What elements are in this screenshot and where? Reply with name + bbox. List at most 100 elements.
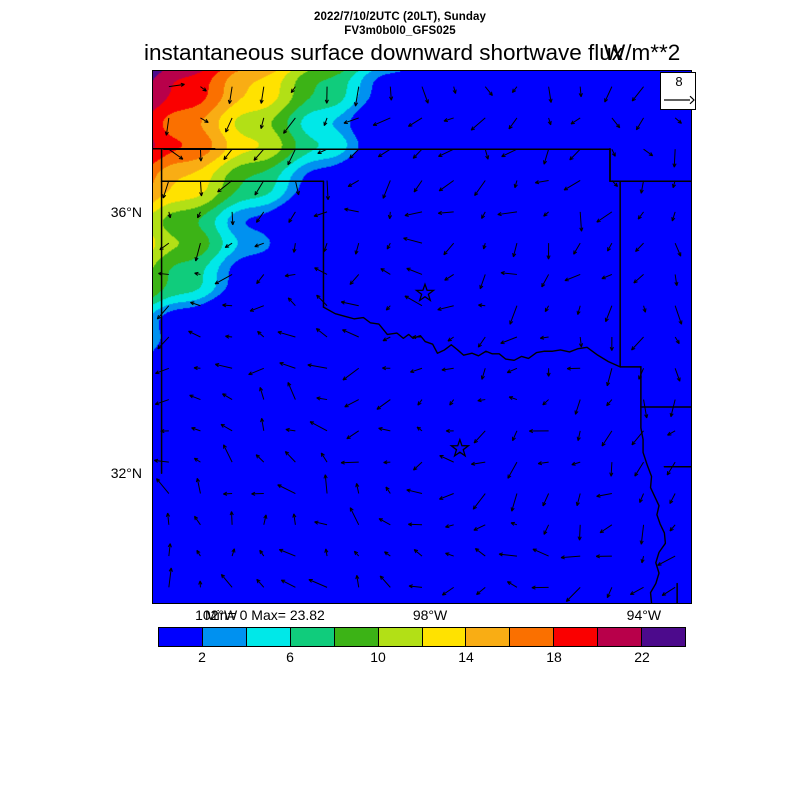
wind-vector-arrow-icon <box>437 210 454 216</box>
wind-vector-arrow-icon <box>674 368 681 382</box>
wind-vector-arrow-icon <box>574 399 581 415</box>
wind-vector-arrow-icon <box>674 336 680 345</box>
wind-vector-arrow-icon <box>277 484 296 494</box>
wind-vector-arrow-icon <box>544 305 550 313</box>
wind-vector-arrow-icon <box>384 551 391 557</box>
wind-vector-arrow-icon <box>292 513 297 525</box>
wind-vector-arrow-icon <box>674 305 683 325</box>
wind-vector-arrow-icon <box>500 270 517 276</box>
wind-vector-arrow-icon <box>284 451 296 463</box>
wind-vector-arrow-icon <box>222 303 233 308</box>
wind-vector-arrow-icon <box>325 180 331 201</box>
wind-vector-arrow-icon <box>214 363 233 369</box>
wind-vector-arrow-icon <box>260 417 265 431</box>
wind-vector-arrow-icon <box>546 243 551 260</box>
wind-vector-arrow-icon <box>643 148 654 157</box>
wind-vector-arrow-icon <box>278 548 296 557</box>
colorbar-tick-label: 2 <box>198 649 206 665</box>
wind-vector-arrow-icon <box>199 180 204 197</box>
wind-vector-arrow-icon <box>506 581 518 588</box>
colorbar-segment <box>510 628 555 646</box>
wind-vector-arrow-icon <box>416 426 423 432</box>
wind-vector-arrow-icon <box>634 461 644 477</box>
wind-vector-arrow-icon <box>473 430 486 444</box>
wind-vector-arrow-icon <box>643 399 649 419</box>
wind-vector-arrow-icon <box>671 211 676 222</box>
wind-vector-arrow-icon <box>478 303 486 308</box>
wind-vector-arrow-icon <box>292 243 297 253</box>
wind-vector-arrow-icon <box>340 300 359 307</box>
wind-vector-arrow-icon <box>410 367 423 374</box>
wind-vector-arrow-icon <box>280 579 296 588</box>
wind-vector-arrow-icon <box>156 305 170 320</box>
wind-vector-arrow-icon <box>309 421 328 432</box>
wind-vector-arrow-icon <box>377 148 391 158</box>
wind-vector-arrow-icon <box>191 426 201 432</box>
wind-vector-arrow-icon <box>408 522 423 527</box>
wind-vector-arrow-icon <box>294 180 300 196</box>
wind-vector-arrow-icon <box>197 211 201 219</box>
wind-vector-arrow-icon <box>441 586 454 596</box>
colorbar-segment <box>159 628 203 646</box>
wind-vector-arrow-icon <box>449 399 455 406</box>
wind-vector-arrow-icon <box>378 426 391 432</box>
wind-vector-arrow-icon <box>635 242 644 252</box>
wind-vector-arrow-icon <box>470 461 486 466</box>
wind-vector-arrow-icon <box>476 586 486 596</box>
wind-vector-arrow-icon <box>509 305 518 325</box>
wind-vector-arrow-icon <box>510 493 518 512</box>
wind-vector-arrow-icon <box>657 555 676 566</box>
wind-vector-arrow-icon <box>606 399 613 407</box>
wind-vector-arrow-icon <box>372 117 391 126</box>
wind-vector-arrow-icon <box>382 366 391 371</box>
wind-vector-arrow-icon <box>576 305 581 315</box>
wind-vector-arrow-icon <box>674 117 682 124</box>
wind-vector-arrow-icon <box>508 117 518 130</box>
wind-vector-arrow-icon <box>404 211 423 217</box>
wind-vector-arrow-icon <box>255 211 265 223</box>
wind-vector-arrow-icon <box>640 555 645 564</box>
wind-vector-arrow-icon <box>669 493 676 505</box>
wind-vector-arrow-icon <box>609 336 614 351</box>
wind-vector-arrow-icon <box>667 430 676 436</box>
wind-vector-arrow-icon <box>447 336 454 342</box>
wind-vector-arrow-icon <box>251 491 264 496</box>
wind-vector-arrow-icon <box>287 297 296 307</box>
wind-vector-arrow-icon <box>254 242 264 248</box>
wind-vector-arrow-icon <box>501 148 518 158</box>
wind-vector-arrow-icon <box>217 180 233 193</box>
wind-vector-arrow-icon <box>413 549 423 557</box>
wind-vector-arrow-icon <box>532 548 549 557</box>
wind-vector-arrow-icon <box>283 117 296 134</box>
wind-vector-arrow-icon <box>609 462 614 477</box>
wind-vector-arrow-icon <box>344 207 359 213</box>
colorbar-segment <box>642 628 686 646</box>
wind-vector-arrow-icon <box>156 478 170 494</box>
wind-vector-arrow-icon <box>223 444 233 463</box>
wind-vector-arrow-icon <box>167 211 172 219</box>
wind-vector-arrow-icon <box>220 573 233 588</box>
wind-vector-arrow-icon <box>601 430 613 447</box>
station-marker-star-icon <box>414 282 436 303</box>
wind-vector-arrow-icon <box>287 148 296 166</box>
wind-vector-arrow-icon <box>223 491 233 496</box>
wind-vector-arrow-icon <box>407 117 423 127</box>
wind-vector-arrow-icon <box>470 117 486 131</box>
wind-vector-arrow-icon <box>642 305 647 313</box>
wind-vector-arrow-icon <box>168 148 184 160</box>
wind-vector-arrow-icon <box>500 336 518 345</box>
colorbar-segment <box>246 628 291 646</box>
wind-vector-arrow-icon <box>380 268 391 275</box>
wind-vector-arrow-icon <box>417 399 423 406</box>
wind-vector-arrow-icon <box>159 242 170 251</box>
wind-vector-key-value: 8 <box>675 74 683 89</box>
wind-vector-arrow-icon <box>308 578 328 588</box>
wind-vector-arrow-icon <box>472 493 486 510</box>
wind-vector-arrow-icon <box>382 180 391 199</box>
colorbar-segment <box>598 628 643 646</box>
units-label: W/m**2 <box>604 40 681 65</box>
wind-vector-arrow-icon <box>383 460 391 465</box>
wind-vector-arrow-icon <box>340 460 359 465</box>
colorbar-segment <box>554 628 599 646</box>
wind-vector-arrow-icon <box>564 273 581 282</box>
